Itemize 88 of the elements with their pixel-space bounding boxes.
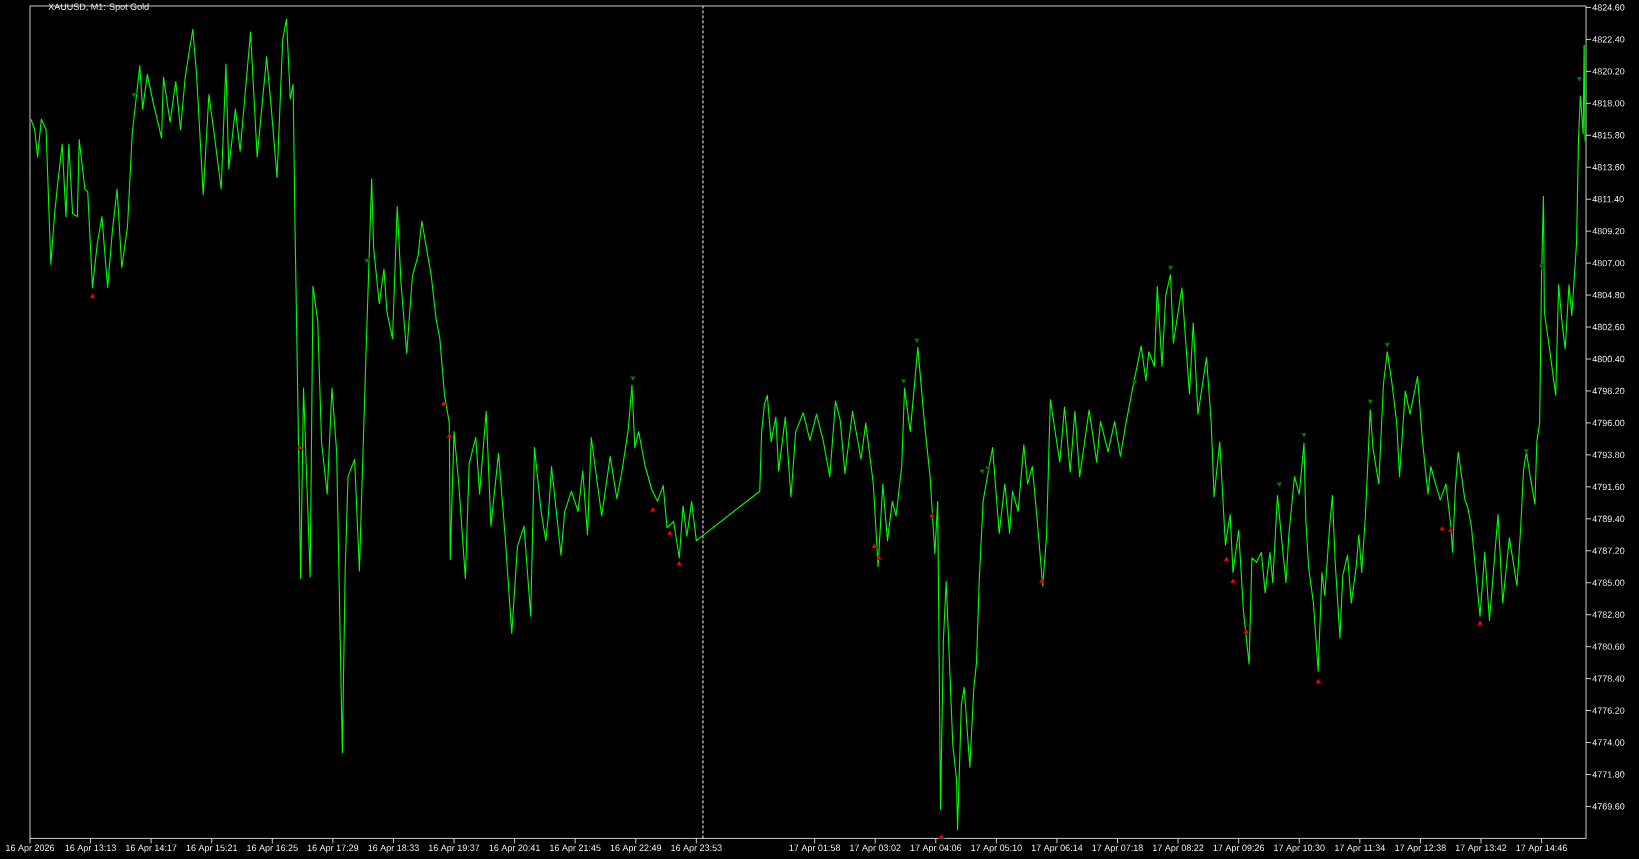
x-tick-label: 16 Apr 16:25: [247, 844, 298, 853]
x-tick-label: 16 Apr 14:17: [126, 844, 177, 853]
point: [666, 529, 673, 536]
x-tick-label: 16 Apr 15:21: [186, 844, 238, 853]
y-tick-label: 4776.20: [1592, 707, 1625, 714]
y-tick-label: 4771.80: [1592, 771, 1625, 778]
x-tick-label: 17 Apr 08:22: [1153, 844, 1204, 853]
point: [1229, 577, 1237, 584]
y-tick-label: 4778.40: [1592, 675, 1625, 682]
point: [1367, 399, 1374, 405]
point: [363, 258, 371, 264]
x-tick-label: 17 Apr 06:14: [1031, 844, 1083, 853]
x-tick-label: 16 Apr 22:49: [610, 844, 662, 853]
y-tick-label: 4769.60: [1592, 803, 1625, 810]
x-tick-label: 17 Apr 13:42: [1455, 844, 1507, 853]
point: [1131, 380, 1138, 386]
point: [984, 466, 991, 472]
y-tick-label: 4774.00: [1592, 739, 1625, 746]
y-tick-label: 4809.20: [1592, 227, 1625, 235]
x-tick-label: 16 Apr 19:37: [428, 844, 480, 853]
point: [446, 432, 453, 438]
point: [89, 293, 96, 299]
x-tick-label: 17 Apr 05:10: [971, 844, 1022, 853]
x-tick-label: 17 Apr 03:02: [850, 844, 901, 853]
x-tick-label: 17 Apr 07:18: [1092, 844, 1143, 853]
y-tick-label: 4787.20: [1592, 547, 1625, 554]
point: [979, 469, 986, 475]
x-tick-label: 16 Apr 21:45: [550, 844, 601, 853]
y-tick-label: 4802.60: [1592, 323, 1625, 331]
y-tick-label: 4807.00: [1592, 259, 1625, 267]
x-tick-label: 17 Apr 11:34: [1335, 844, 1385, 853]
point: [440, 400, 447, 406]
y-tick-label: 4824.60: [1592, 4, 1625, 11]
point: [1223, 555, 1230, 562]
point: [1538, 264, 1545, 270]
y-tick-label: 4780.60: [1592, 643, 1625, 650]
y-tick-label: 4796.00: [1592, 419, 1625, 427]
x-tick-label: 16 Apr 13:13: [65, 844, 116, 853]
y-tick-label: 4785.00: [1592, 579, 1625, 586]
x-tick-label: 17 Apr 01:58: [789, 844, 840, 853]
point: [1243, 628, 1250, 634]
y-tick-label: 4800.40: [1592, 355, 1625, 363]
x-tick-label: 16 Apr 18:33: [368, 844, 419, 853]
point: [296, 444, 303, 450]
y-tick-label: 4813.60: [1592, 164, 1625, 171]
x-tick-label: 17 Apr 10:30: [1274, 844, 1325, 853]
y-tick-label: 4804.80: [1592, 291, 1625, 299]
y-tick-label: 4798.20: [1592, 387, 1625, 395]
point: [1038, 577, 1045, 584]
y-tick-label: 4793.80: [1592, 451, 1625, 459]
point: [938, 833, 945, 839]
x-tick-label: 16 Apr 20:41: [489, 844, 540, 853]
y-tick-label: 4822.40: [1592, 36, 1625, 43]
point: [928, 512, 936, 518]
point: [900, 378, 907, 385]
point: [1384, 342, 1391, 348]
point: [871, 542, 878, 549]
point: [1576, 76, 1583, 83]
point: [1439, 525, 1446, 531]
chart-title: XAUUSD, M1: Spot Gold: [48, 3, 149, 12]
point: [1315, 678, 1322, 684]
y-tick-label: 4789.40: [1592, 515, 1625, 522]
point: [1476, 619, 1484, 626]
y-tick-label: 4811.40: [1592, 196, 1624, 203]
x-tick-label: 17 Apr 04:06: [910, 844, 962, 853]
point: [1167, 265, 1174, 271]
point: [913, 338, 920, 344]
y-tick-label: 4820.20: [1592, 68, 1625, 75]
point: [1276, 482, 1283, 488]
x-tick-label: 16 Apr 23:53: [671, 844, 722, 853]
x-tick-label: 17 Apr 09:26: [1213, 844, 1265, 853]
point: [1447, 526, 1454, 533]
line-series: [30, 18, 1586, 831]
x-tick-label: 17 Apr 14:46: [1516, 844, 1567, 853]
point: [1300, 432, 1308, 439]
point: [875, 554, 883, 560]
point: [649, 506, 656, 512]
point: [629, 376, 636, 382]
y-tick-label: 4791.60: [1592, 483, 1625, 491]
y-tick-label: 4782.80: [1592, 611, 1625, 618]
y-tick-label: 4818.00: [1592, 100, 1625, 107]
point: [131, 92, 138, 99]
point: [676, 560, 683, 566]
x-tick-label: 16 Apr 2026: [6, 844, 55, 853]
x-tick-label: 16 Apr 17:29: [307, 844, 359, 853]
y-tick-label: 4815.80: [1592, 132, 1625, 139]
point: [1523, 448, 1530, 455]
x-tick-label: 17 Apr 12:38: [1395, 844, 1446, 853]
